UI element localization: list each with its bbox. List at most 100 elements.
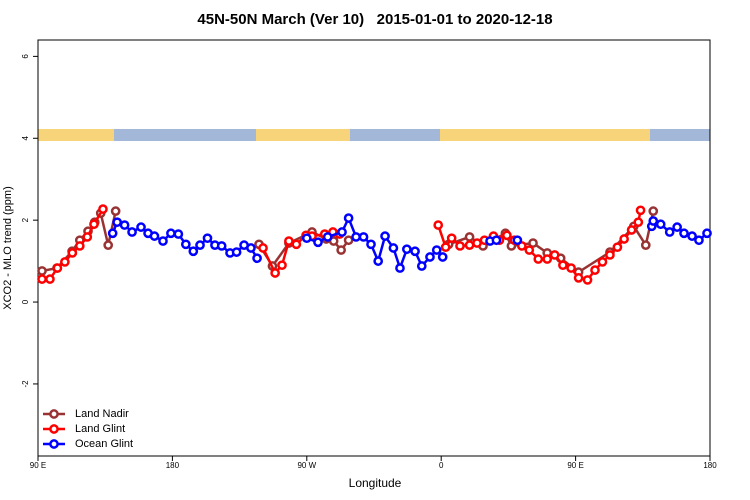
point: [166, 228, 176, 239]
point: [231, 247, 242, 257]
y-tick-label: -2: [21, 380, 30, 388]
point: [52, 263, 63, 273]
point: [258, 243, 268, 253]
x-tick-label: 180: [166, 461, 180, 470]
y-tick-label: 0: [21, 299, 30, 304]
point: [127, 227, 137, 237]
point: [702, 228, 712, 239]
point: [277, 260, 287, 271]
point: [648, 216, 659, 226]
point: [542, 254, 553, 264]
legend-marker: [49, 424, 59, 434]
point: [558, 260, 568, 271]
point: [351, 232, 361, 242]
point: [491, 235, 502, 246]
point: [402, 244, 412, 255]
legend-label: Land Glint: [75, 423, 125, 435]
point: [455, 241, 465, 251]
point: [425, 252, 435, 262]
point: [566, 263, 576, 273]
point: [322, 232, 333, 242]
point: [472, 238, 482, 248]
point: [149, 231, 160, 241]
point: [103, 240, 114, 250]
point: [694, 235, 704, 246]
point: [502, 230, 512, 241]
map-strip: [38, 129, 710, 141]
point: [664, 227, 675, 237]
point: [582, 275, 593, 285]
point: [110, 206, 121, 216]
chart-title: 45N-50N March (Ver 10) 2015-01-01 to 202…: [197, 11, 552, 28]
x-axis-label: Longitude: [349, 476, 402, 490]
point: [672, 222, 682, 232]
legend-marker: [49, 409, 59, 419]
point: [313, 237, 323, 248]
point: [549, 250, 560, 260]
point: [597, 257, 608, 267]
x-tick-label: 180: [703, 461, 717, 470]
point: [380, 231, 390, 241]
point: [524, 245, 535, 255]
point: [648, 206, 659, 216]
x-tick-label: 90 E: [30, 461, 46, 470]
point: [440, 242, 451, 253]
point: [437, 252, 448, 262]
point: [573, 273, 584, 283]
point: [112, 217, 122, 228]
point: [252, 253, 262, 264]
point: [195, 240, 205, 250]
point: [45, 274, 55, 284]
point: [270, 268, 280, 278]
point: [640, 240, 651, 250]
point: [67, 248, 78, 258]
point: [188, 246, 199, 257]
point: [533, 254, 544, 264]
point: [180, 239, 191, 250]
point: [284, 236, 294, 246]
point: [60, 257, 70, 267]
point: [655, 219, 666, 230]
point: [216, 241, 227, 251]
y-axis-label: XCO2 - MLO trend (ppm): [2, 186, 14, 309]
point: [37, 266, 47, 276]
point: [512, 235, 523, 246]
point: [679, 228, 689, 239]
x-tick-label: 0: [439, 461, 444, 470]
point: [291, 239, 302, 250]
point: [136, 222, 146, 232]
point: [433, 220, 444, 230]
point: [89, 219, 99, 230]
point: [366, 239, 376, 250]
y-tick-label: 2: [21, 217, 30, 222]
point: [619, 234, 629, 244]
point: [635, 205, 646, 216]
point: [388, 243, 399, 253]
point: [528, 238, 538, 248]
point: [590, 265, 600, 275]
point: [343, 213, 354, 223]
point: [337, 227, 347, 237]
point: [416, 261, 427, 271]
point: [74, 241, 85, 251]
point: [431, 245, 442, 255]
point: [173, 229, 184, 239]
point: [82, 232, 93, 242]
point: [246, 243, 256, 253]
point: [626, 225, 637, 235]
point: [687, 231, 697, 241]
point: [358, 232, 369, 242]
point: [410, 246, 420, 257]
point: [37, 274, 47, 284]
point: [633, 217, 644, 228]
land-strip: [256, 129, 350, 141]
point: [343, 235, 354, 246]
x-tick-label: 90 W: [297, 461, 316, 470]
plot-frame: [37, 39, 711, 457]
legend-label: Ocean Glint: [75, 438, 133, 450]
point: [446, 233, 457, 244]
point: [202, 233, 213, 244]
point: [605, 250, 615, 260]
point: [612, 242, 623, 253]
